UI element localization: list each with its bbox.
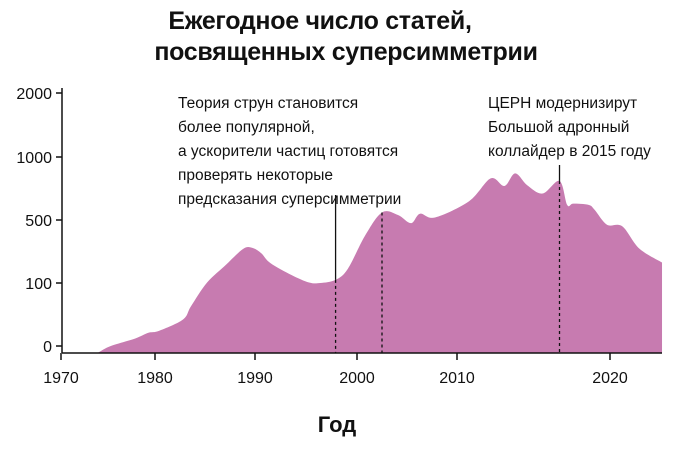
annotation-text: а ускорители частиц готовятся	[178, 143, 398, 160]
chart-title: Ежегодное число статей, посвященных супе…	[0, 6, 682, 68]
y-tick-label: 500	[25, 213, 52, 230]
annotation-text: ЦЕРН модернизирут	[488, 95, 637, 112]
annotation-text: Большой адронный	[488, 119, 629, 136]
annotation-text: более популярной,	[178, 119, 315, 136]
annotation-text: Теория струн становится	[178, 95, 358, 112]
y-tick-label: 1000	[16, 150, 52, 167]
y-tick-label: 0	[43, 339, 52, 356]
x-tick-label: 2010	[439, 370, 475, 387]
x-tick-label: 2000	[339, 370, 375, 387]
x-axis-label: Год	[318, 412, 357, 437]
y-tick-label: 2000	[16, 86, 52, 103]
x-tick-label: 2020	[592, 370, 628, 387]
x-tick-label: 1970	[43, 370, 79, 387]
x-tick-label: 1990	[237, 370, 273, 387]
annotation-text: коллайдер в 2015 году	[488, 143, 651, 160]
y-tick-label: 100	[25, 276, 52, 293]
x-tick-label: 1980	[137, 370, 173, 387]
annotation-text: проверять некоторые	[178, 167, 333, 184]
area-series-articles	[98, 173, 663, 353]
annotation-text: предсказания суперсимметрии	[178, 191, 401, 208]
chart-title-line-1: Ежегодное число статей,	[168, 7, 472, 35]
chart-title-line-2: посвященных суперсимметрии	[154, 38, 538, 66]
